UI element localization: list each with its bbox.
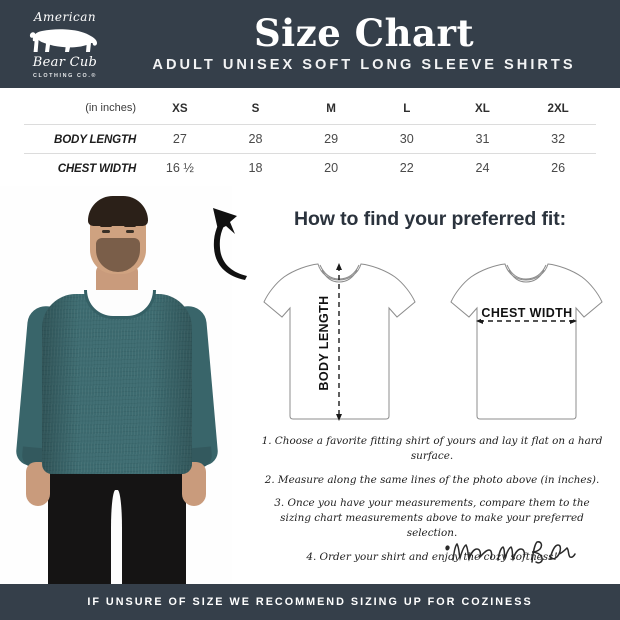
model-eyebrow-left	[100, 224, 112, 227]
table-row: BODY LENGTH 27 28 29 30 31 32	[24, 124, 596, 154]
row-label-body-length: BODY LENGTH	[54, 132, 136, 146]
chest-width-tee-svg: CHEST WIDTH	[450, 263, 603, 420]
chest-width-diagram: CHEST WIDTH	[433, 248, 620, 432]
cell-body-length-s: 28	[248, 132, 263, 146]
table-header: (in inches) XS S M L XL 2XL	[24, 92, 596, 125]
curved-up-arrow-icon	[213, 208, 247, 280]
column-header-l: L	[403, 101, 411, 115]
instruction-step-3: 3. Once you have your measurements, comp…	[274, 497, 590, 539]
model-beard	[96, 238, 140, 272]
shirt-body	[42, 294, 192, 474]
mama-bear-signature	[445, 541, 576, 564]
model-photo	[0, 186, 232, 584]
unit-label: (in inches)	[85, 102, 136, 114]
body-length-diagram-label: BODY LENGTH	[317, 295, 331, 390]
table-header-row: (in inches) XS S M L XL 2XL	[24, 92, 596, 125]
cell-chest-width-2xl: 26	[551, 161, 566, 176]
bear-silhouette-icon	[29, 28, 97, 52]
brand-logo: American Bear Cub CLOTHING CO.®	[0, 0, 130, 88]
header-text-block: Size Chart ADULT UNISEX SOFT LONG SLEEVE…	[130, 11, 620, 74]
cell-chest-width-m: 20	[324, 161, 339, 176]
header-bar: American Bear Cub CLOTHING CO.® Size Cha…	[0, 0, 620, 88]
shirt-shadow-left	[42, 294, 78, 474]
size-table-wrapper: (in inches) XS S M L XL 2XL BODY LENGTH …	[0, 92, 620, 183]
cell-chest-width-s: 18	[248, 161, 263, 176]
cell-body-length-xl: 31	[475, 132, 490, 146]
column-header-m: M	[326, 101, 336, 115]
cell-body-length-xs: 27	[172, 132, 187, 146]
column-header-2xl: 2XL	[547, 101, 569, 115]
size-table: (in inches) XS S M L XL 2XL BODY LENGTH …	[24, 92, 596, 183]
instruction-step-4: 4. Order your shirt and enjoy the cozy s…	[306, 550, 558, 563]
cell-body-length-2xl: 32	[551, 132, 566, 146]
table-body: BODY LENGTH 27 28 29 30 31 32 CHEST WIDT…	[24, 124, 596, 183]
instruction-step-1: 1. Choose a favorite fitting shirt of yo…	[261, 435, 603, 462]
logo-top-text: American	[33, 9, 97, 24]
model-eye-left	[102, 230, 110, 233]
logo-bottom-text: Bear Cub	[32, 54, 98, 70]
page-title: Size Chart	[253, 11, 475, 55]
chest-width-diagram-label: CHEST WIDTH	[481, 306, 572, 320]
footer-bar: IF UNSURE OF SIZE WE RECOMMEND SIZING UP…	[0, 584, 620, 620]
table-row: CHEST WIDTH 16 ½ 18 20 22 24 26	[24, 153, 596, 183]
shirt-shadow-right	[152, 294, 192, 474]
instruction-steps: 1. Choose a favorite fitting shirt of yo…	[248, 434, 616, 573]
model-pants	[48, 452, 186, 584]
row-label-chest-width: CHEST WIDTH	[57, 161, 137, 175]
model-hair	[88, 196, 148, 226]
body-length-diagram: BODY LENGTH	[246, 248, 433, 432]
instruction-step-2: 2. Measure along the same lines of the p…	[264, 473, 600, 486]
guide-title: How to find your preferred fit:	[293, 208, 567, 230]
footer-text: IF UNSURE OF SIZE WE RECOMMEND SIZING UP…	[87, 596, 533, 608]
cell-chest-width-l: 22	[399, 161, 414, 176]
cell-body-length-l: 30	[399, 132, 414, 146]
shirt-heather-texture	[42, 294, 192, 474]
body-length-tee-svg: BODY LENGTH	[263, 263, 416, 421]
logo-sub-text: CLOTHING CO.®	[32, 72, 97, 79]
page-subtitle: ADULT UNISEX SOFT LONG SLEEVE SHIRTS	[152, 57, 576, 73]
model-eyebrow-right	[124, 224, 136, 227]
column-header-xl: XL	[475, 101, 490, 115]
column-header-s: S	[251, 101, 260, 115]
cell-chest-width-xs: 16 ½	[165, 161, 194, 176]
cell-chest-width-xl: 24	[475, 161, 490, 176]
model-eye-right	[126, 230, 134, 233]
cell-body-length-m: 29	[324, 132, 339, 146]
column-header-xs: XS	[172, 101, 188, 115]
tee-diagrams: BODY LENGTH CHEST WIDTH	[246, 248, 620, 432]
